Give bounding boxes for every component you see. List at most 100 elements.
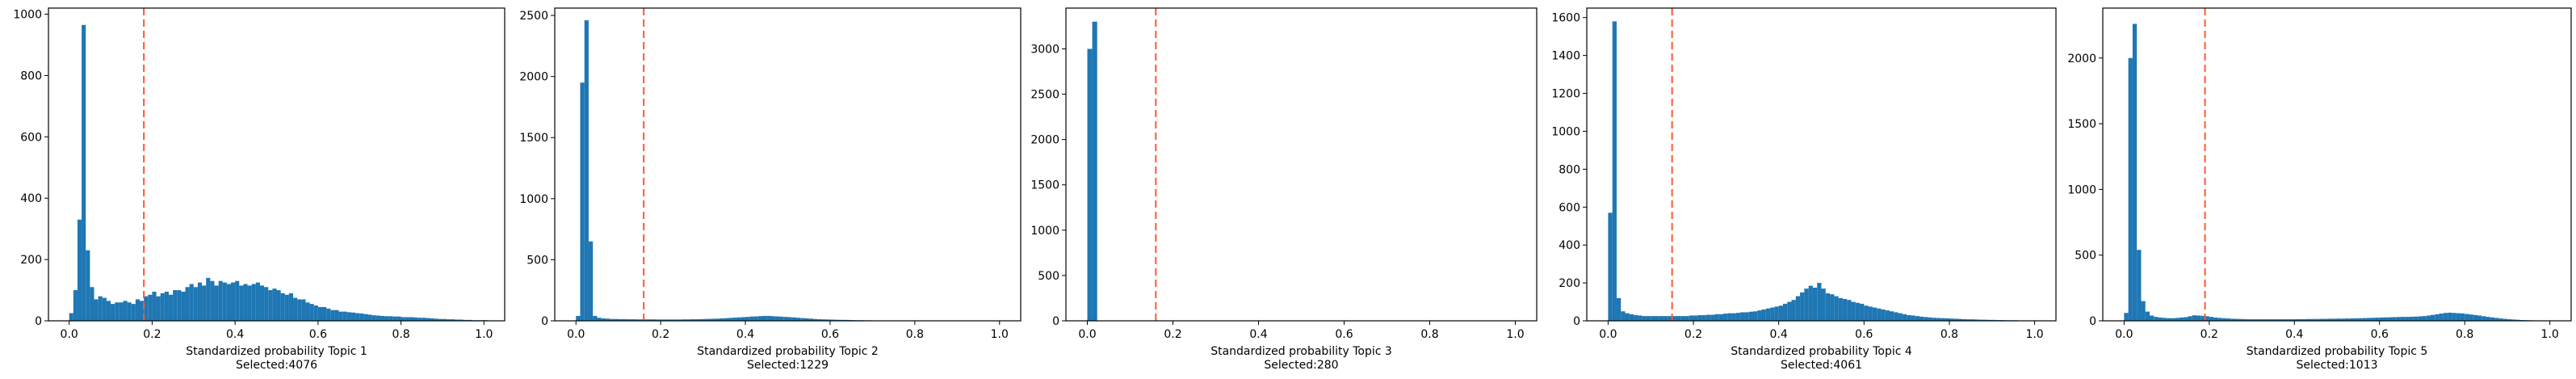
histogram-bar: [156, 296, 161, 321]
histogram-bar: [2319, 318, 2325, 321]
x-tick-label: 0.4: [1249, 328, 1267, 341]
histogram-bar: [686, 319, 690, 321]
histogram-bar: [597, 318, 602, 321]
histogram-bar: [2349, 318, 2355, 321]
histogram-bar: [413, 317, 418, 321]
histogram-bar: [371, 315, 376, 321]
histogram-bar: [98, 296, 103, 321]
y-tick-label: 500: [527, 254, 548, 267]
histogram-bar: [2145, 311, 2150, 321]
histogram-bar: [350, 312, 356, 321]
histogram-bar: [2247, 319, 2252, 321]
histogram-bar: [1881, 309, 1886, 321]
y-tick-label: 1200: [1551, 88, 1580, 101]
histogram-bar: [297, 299, 302, 321]
histogram-bar: [94, 299, 99, 321]
histogram-bar: [1744, 312, 1749, 321]
x-tick-label: 0.4: [1770, 328, 1788, 341]
y-tick-label: 400: [1559, 239, 1580, 252]
histogram-bar: [2268, 319, 2273, 321]
histogram-bar: [218, 280, 223, 321]
x-tick-label: 1.0: [2025, 328, 2043, 341]
histogram-bar: [226, 284, 231, 321]
histogram-bar: [2290, 319, 2295, 321]
histogram-bar: [783, 317, 788, 321]
histogram-bar: [305, 302, 310, 321]
histogram-bar: [2234, 318, 2239, 321]
histogram-bar: [1978, 319, 1984, 321]
y-tick-label: 1000: [13, 9, 42, 22]
x-tick-label: 0.8: [906, 328, 924, 341]
histogram-bar: [334, 310, 339, 321]
histogram-bar: [426, 318, 430, 321]
histogram-bar: [2213, 317, 2218, 321]
histogram-bar: [644, 319, 648, 321]
y-tick-label: 800: [20, 69, 42, 82]
histogram-bar: [2422, 316, 2427, 321]
x-tick-label: 0.6: [821, 328, 839, 341]
histogram-bar: [618, 318, 623, 321]
histogram-bar: [2217, 318, 2222, 321]
histogram-bar: [1740, 312, 1745, 321]
histogram-bar: [800, 318, 805, 321]
histogram-bar: [715, 318, 720, 321]
histogram-bar: [1860, 303, 1865, 321]
histogram-bar: [106, 301, 111, 321]
histogram-bar: [2285, 319, 2290, 321]
histogram-bar: [593, 315, 598, 321]
y-tick-label: 2000: [1030, 134, 1059, 147]
histogram-bar: [1949, 318, 1954, 321]
x-tick-label: 1.0: [2541, 328, 2559, 341]
histogram-bar: [115, 302, 120, 321]
x-tick-label: 0.0: [61, 328, 78, 341]
histogram-bar: [1830, 294, 1835, 321]
histogram-bar: [326, 308, 331, 321]
histogram-bar: [1689, 315, 1694, 321]
histogram-bar: [1765, 308, 1771, 321]
histogram-bar: [2379, 317, 2384, 321]
x-tick-label: 1.0: [991, 328, 1009, 341]
histogram-bar: [1092, 21, 1097, 322]
histogram-bar: [720, 318, 724, 321]
histogram-bar: [711, 318, 716, 321]
histogram-bar: [1612, 21, 1617, 321]
histogram-bar: [239, 285, 244, 321]
histogram-bar: [2362, 318, 2367, 321]
histogram-bar: [2294, 318, 2299, 321]
histogram-bar: [1966, 319, 1971, 321]
histogram-bars: [1608, 21, 2039, 321]
histogram-bar: [405, 317, 409, 321]
histogram-bar: [102, 297, 107, 321]
y-tick-label: 400: [20, 192, 42, 205]
histogram-bar: [791, 317, 796, 321]
histogram-bar: [177, 290, 182, 321]
histogram-bar: [770, 316, 775, 321]
x-tick-label: 0.0: [2115, 328, 2133, 341]
histogram-bar: [682, 319, 686, 321]
histogram-bar: [821, 319, 826, 321]
histogram-bar: [363, 314, 368, 321]
histogram-bar: [2345, 318, 2350, 321]
histogram-bar: [724, 318, 729, 321]
histogram-bar: [808, 318, 813, 321]
x-tick-label: 0.8: [1940, 328, 1958, 341]
histogram-bar: [1642, 316, 1647, 321]
histogram-bar: [359, 313, 364, 321]
histogram-bar: [455, 319, 459, 321]
histogram-bar: [2439, 314, 2444, 321]
y-tick-label: 1000: [1551, 125, 1580, 138]
histogram-bar: [2477, 315, 2482, 321]
histogram-bar: [293, 297, 298, 321]
histogram-bar: [576, 315, 581, 321]
histogram-bar: [1885, 310, 1890, 321]
histogram-bar: [2358, 318, 2363, 321]
y-tick-label: 1000: [1030, 225, 1059, 238]
histogram-bar: [417, 318, 422, 321]
histogram-bar: [740, 317, 746, 321]
histogram-bar: [2494, 318, 2499, 321]
histogram-bar: [111, 304, 115, 321]
histogram-bar: [1817, 283, 1822, 321]
histogram-bar: [1847, 300, 1852, 321]
histogram-bar: [1087, 48, 1093, 321]
histogram-bar: [1924, 317, 1928, 321]
